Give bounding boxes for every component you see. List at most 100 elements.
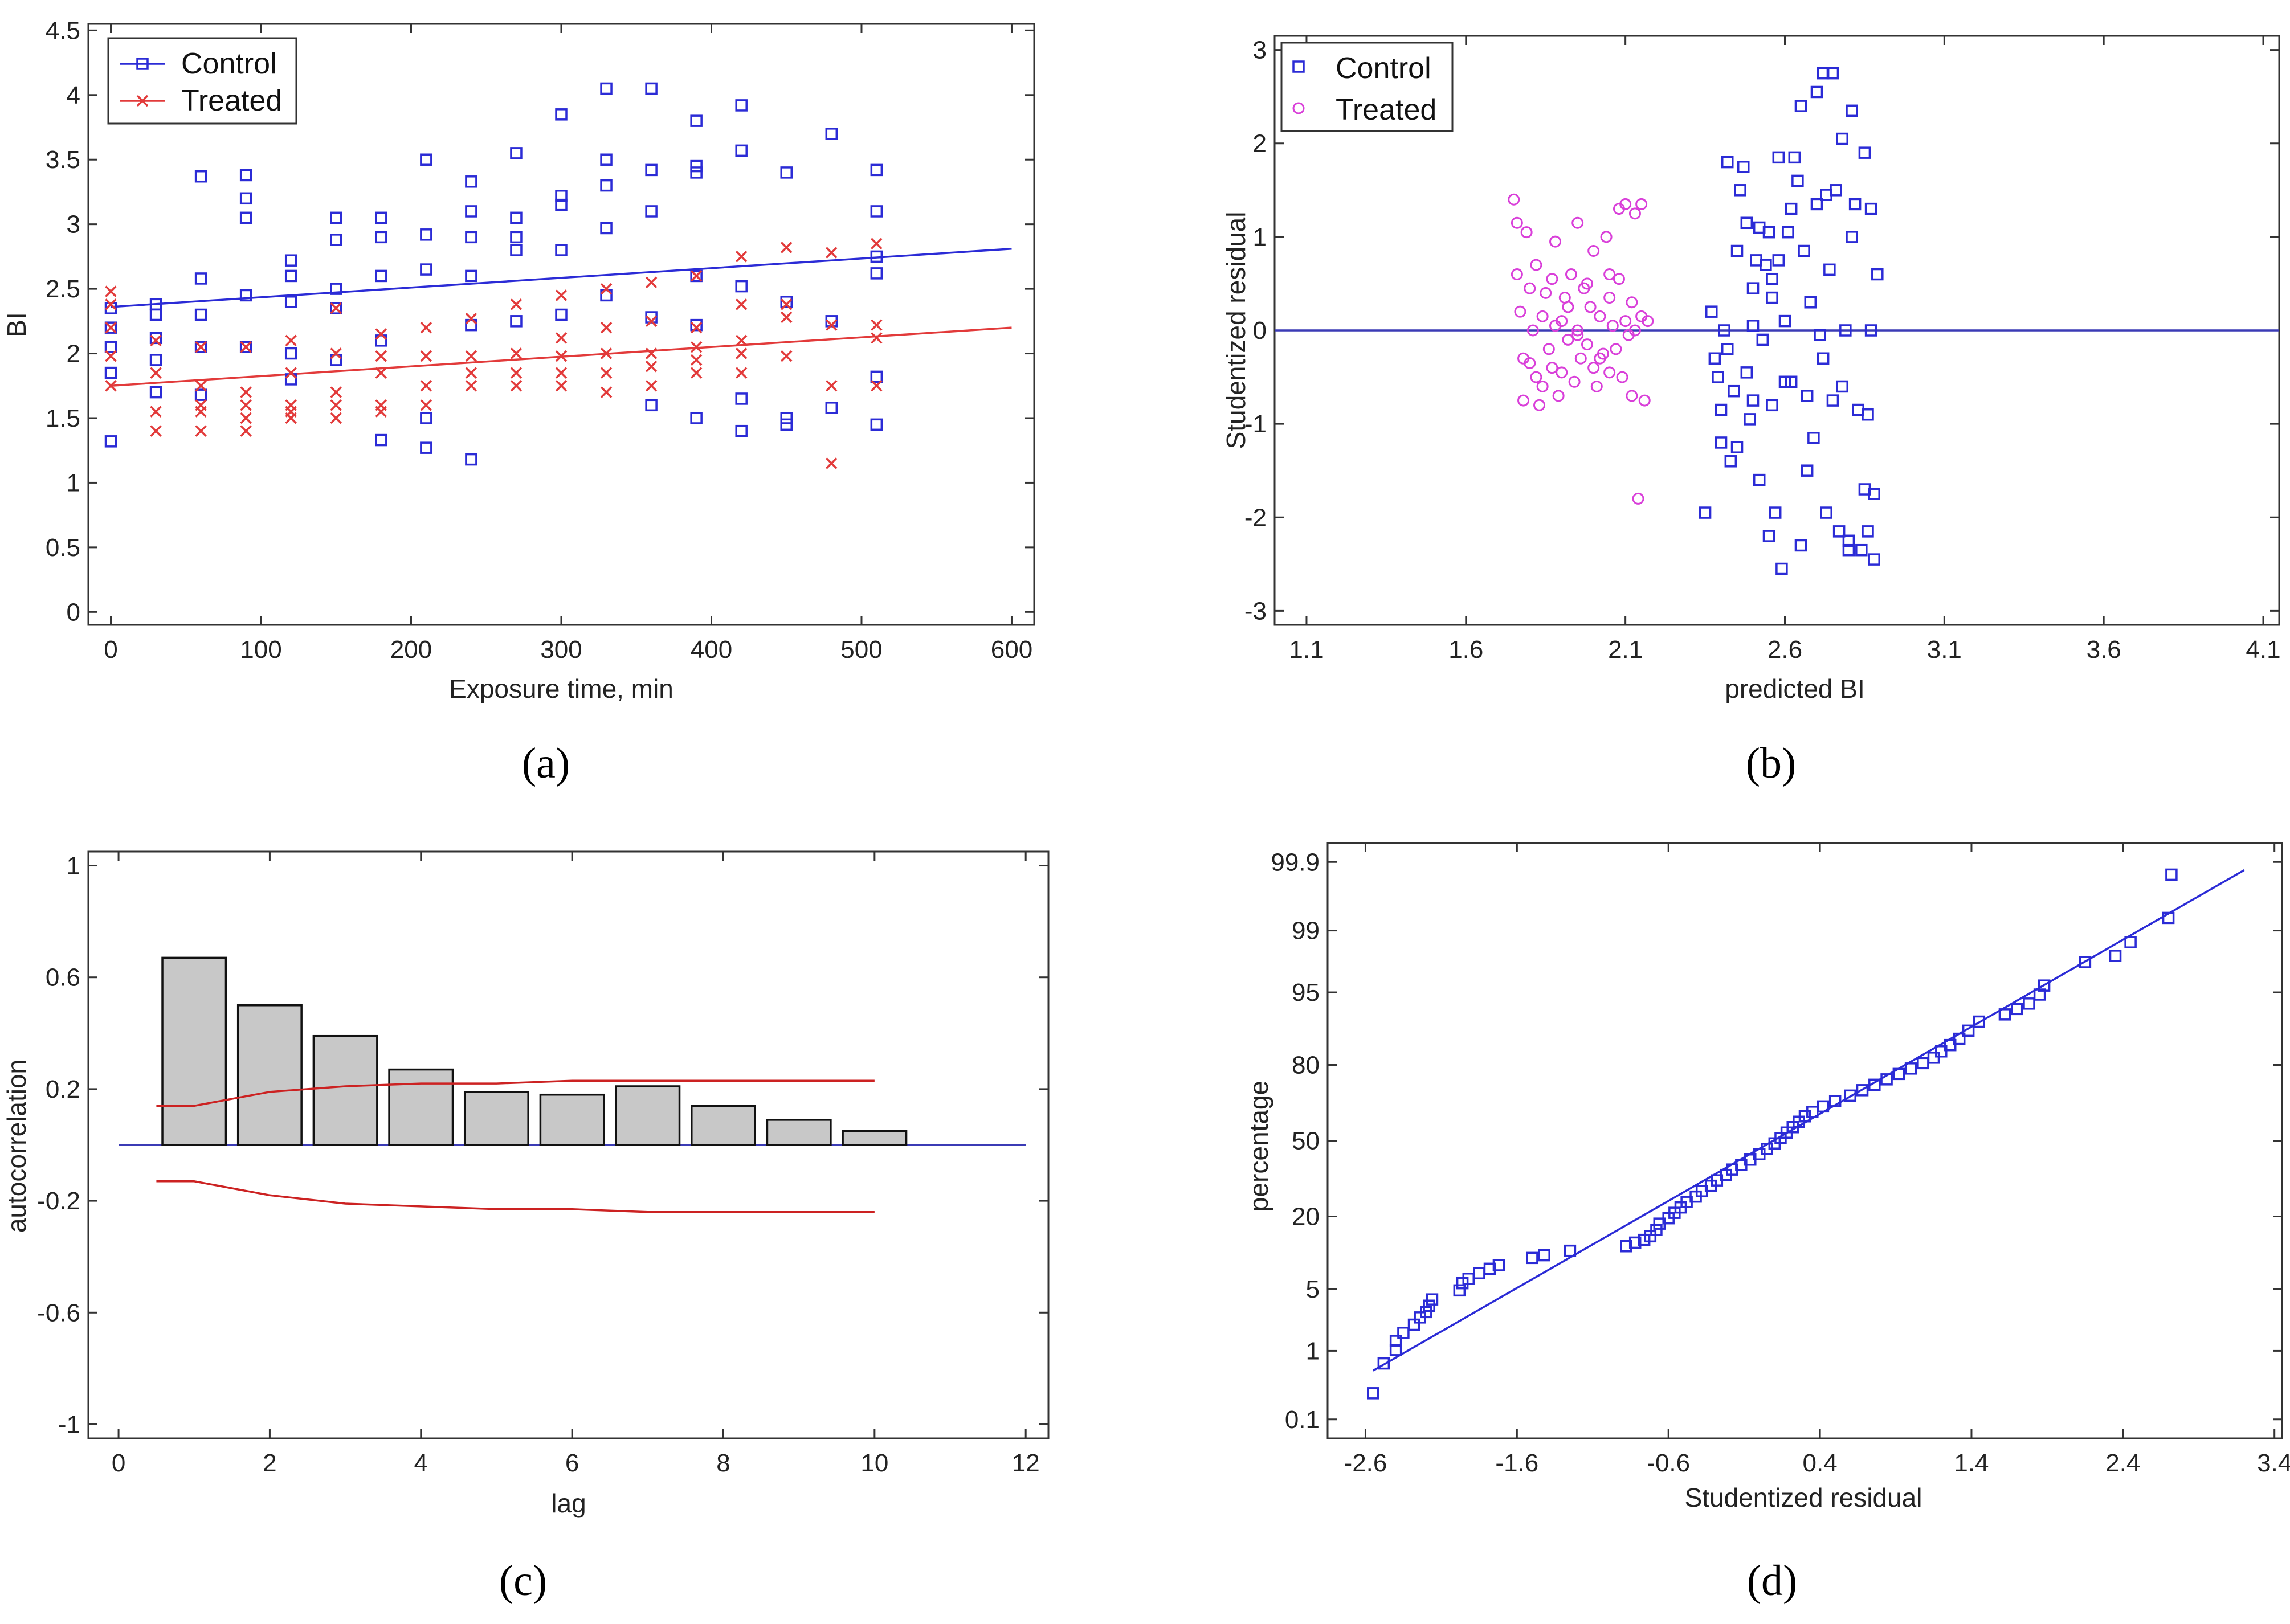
point-treated bbox=[1603, 292, 1616, 304]
point-control bbox=[1814, 329, 1826, 341]
point-control bbox=[600, 222, 613, 235]
panel-caption: (b) bbox=[1746, 739, 1797, 787]
point-control bbox=[1785, 375, 1798, 388]
point-control bbox=[690, 318, 703, 332]
point-treated bbox=[150, 406, 162, 418]
point-control bbox=[600, 153, 613, 166]
point-treated bbox=[195, 406, 207, 418]
point-control bbox=[465, 205, 477, 218]
point-treated bbox=[195, 425, 207, 437]
point-treated bbox=[285, 367, 297, 379]
y-tick-label: -3 bbox=[1244, 597, 1267, 625]
point-control bbox=[375, 269, 387, 283]
point-control bbox=[1762, 530, 1775, 542]
point-treated bbox=[1556, 366, 1568, 379]
residual-point bbox=[1844, 1089, 1857, 1102]
point-treated bbox=[150, 334, 162, 347]
point-control bbox=[1798, 244, 1810, 257]
point-treated bbox=[1606, 320, 1619, 332]
point-control bbox=[1846, 104, 1858, 117]
y-tick-label: 4 bbox=[67, 81, 80, 109]
residual-point bbox=[1856, 1084, 1869, 1097]
point-control bbox=[194, 272, 207, 285]
residual-point bbox=[2124, 936, 2137, 948]
point-treated bbox=[871, 319, 883, 331]
point-control bbox=[239, 289, 252, 302]
point-treated bbox=[555, 367, 568, 379]
x-tick-label: 10 bbox=[860, 1449, 888, 1477]
point-control bbox=[555, 308, 568, 321]
point-control bbox=[420, 441, 432, 454]
point-control bbox=[1794, 100, 1807, 112]
point-control bbox=[239, 211, 252, 224]
y-tick-label: 1 bbox=[1253, 223, 1267, 251]
point-control bbox=[239, 192, 252, 205]
x-tick-label: 6 bbox=[565, 1449, 579, 1477]
point-control bbox=[420, 228, 432, 241]
point-control bbox=[690, 159, 703, 173]
residual-point bbox=[1564, 1244, 1577, 1257]
point-treated bbox=[690, 341, 703, 353]
point-control bbox=[330, 234, 342, 246]
x-tick-label: -0.6 bbox=[1647, 1449, 1690, 1477]
point-treated bbox=[330, 302, 342, 314]
point-treated bbox=[1619, 198, 1632, 210]
point-treated bbox=[105, 350, 117, 362]
point-control bbox=[555, 108, 568, 121]
point-treated bbox=[1536, 310, 1549, 322]
point-control bbox=[1718, 324, 1730, 337]
x-tick-label: 200 bbox=[390, 636, 432, 664]
residual-point bbox=[1420, 1306, 1432, 1319]
panel-caption: (c) bbox=[499, 1557, 547, 1605]
x-tick-label: 0.4 bbox=[1803, 1449, 1838, 1477]
point-control bbox=[735, 99, 748, 112]
x-tick-label: 400 bbox=[691, 636, 732, 664]
autocorrelation-bar bbox=[161, 956, 227, 1146]
point-treated bbox=[735, 334, 748, 347]
point-control bbox=[1855, 543, 1868, 557]
point-control bbox=[735, 424, 748, 437]
point-treated bbox=[781, 311, 793, 324]
point-control bbox=[149, 354, 162, 366]
residual-point bbox=[1998, 1008, 2011, 1021]
y-tick-label: 1 bbox=[67, 852, 80, 880]
point-treated bbox=[1574, 352, 1587, 365]
residual-point bbox=[1650, 1224, 1663, 1236]
point-treated bbox=[645, 347, 658, 359]
y-tick-label: 99 bbox=[1292, 917, 1320, 945]
point-control bbox=[1868, 553, 1880, 566]
x-tick-label: -2.6 bbox=[1344, 1449, 1387, 1477]
residual-point bbox=[1935, 1045, 1948, 1058]
legend-box bbox=[1280, 42, 1454, 132]
point-control bbox=[1708, 352, 1721, 365]
point-control bbox=[870, 418, 883, 431]
point-treated bbox=[1571, 216, 1584, 229]
x-tick-label: 1.1 bbox=[1289, 636, 1324, 664]
point-treated bbox=[1565, 268, 1578, 281]
point-treated bbox=[240, 386, 252, 398]
point-control bbox=[1778, 314, 1791, 328]
point-treated bbox=[1526, 324, 1539, 337]
point-treated bbox=[1613, 273, 1625, 285]
point-treated bbox=[1511, 268, 1523, 281]
residual-point bbox=[1904, 1062, 1917, 1075]
point-control bbox=[1868, 488, 1880, 500]
y-axis-label: BI bbox=[2, 312, 31, 337]
point-treated bbox=[690, 367, 703, 379]
x-tick-label: 0 bbox=[104, 636, 117, 664]
point-control bbox=[1801, 390, 1814, 402]
point-control bbox=[1842, 543, 1855, 557]
panel-caption: (d) bbox=[1747, 1557, 1798, 1605]
point-control bbox=[1848, 198, 1862, 211]
point-control bbox=[1782, 226, 1794, 239]
point-control bbox=[194, 341, 207, 353]
y-tick-label: 95 bbox=[1292, 979, 1320, 1007]
point-control bbox=[465, 453, 477, 466]
point-treated bbox=[690, 321, 703, 334]
point-control bbox=[870, 205, 883, 218]
point-control bbox=[825, 128, 838, 140]
autocorrelation-bar bbox=[766, 1119, 832, 1146]
point-control bbox=[600, 82, 613, 95]
point-control bbox=[555, 190, 568, 202]
point-treated bbox=[555, 332, 568, 344]
